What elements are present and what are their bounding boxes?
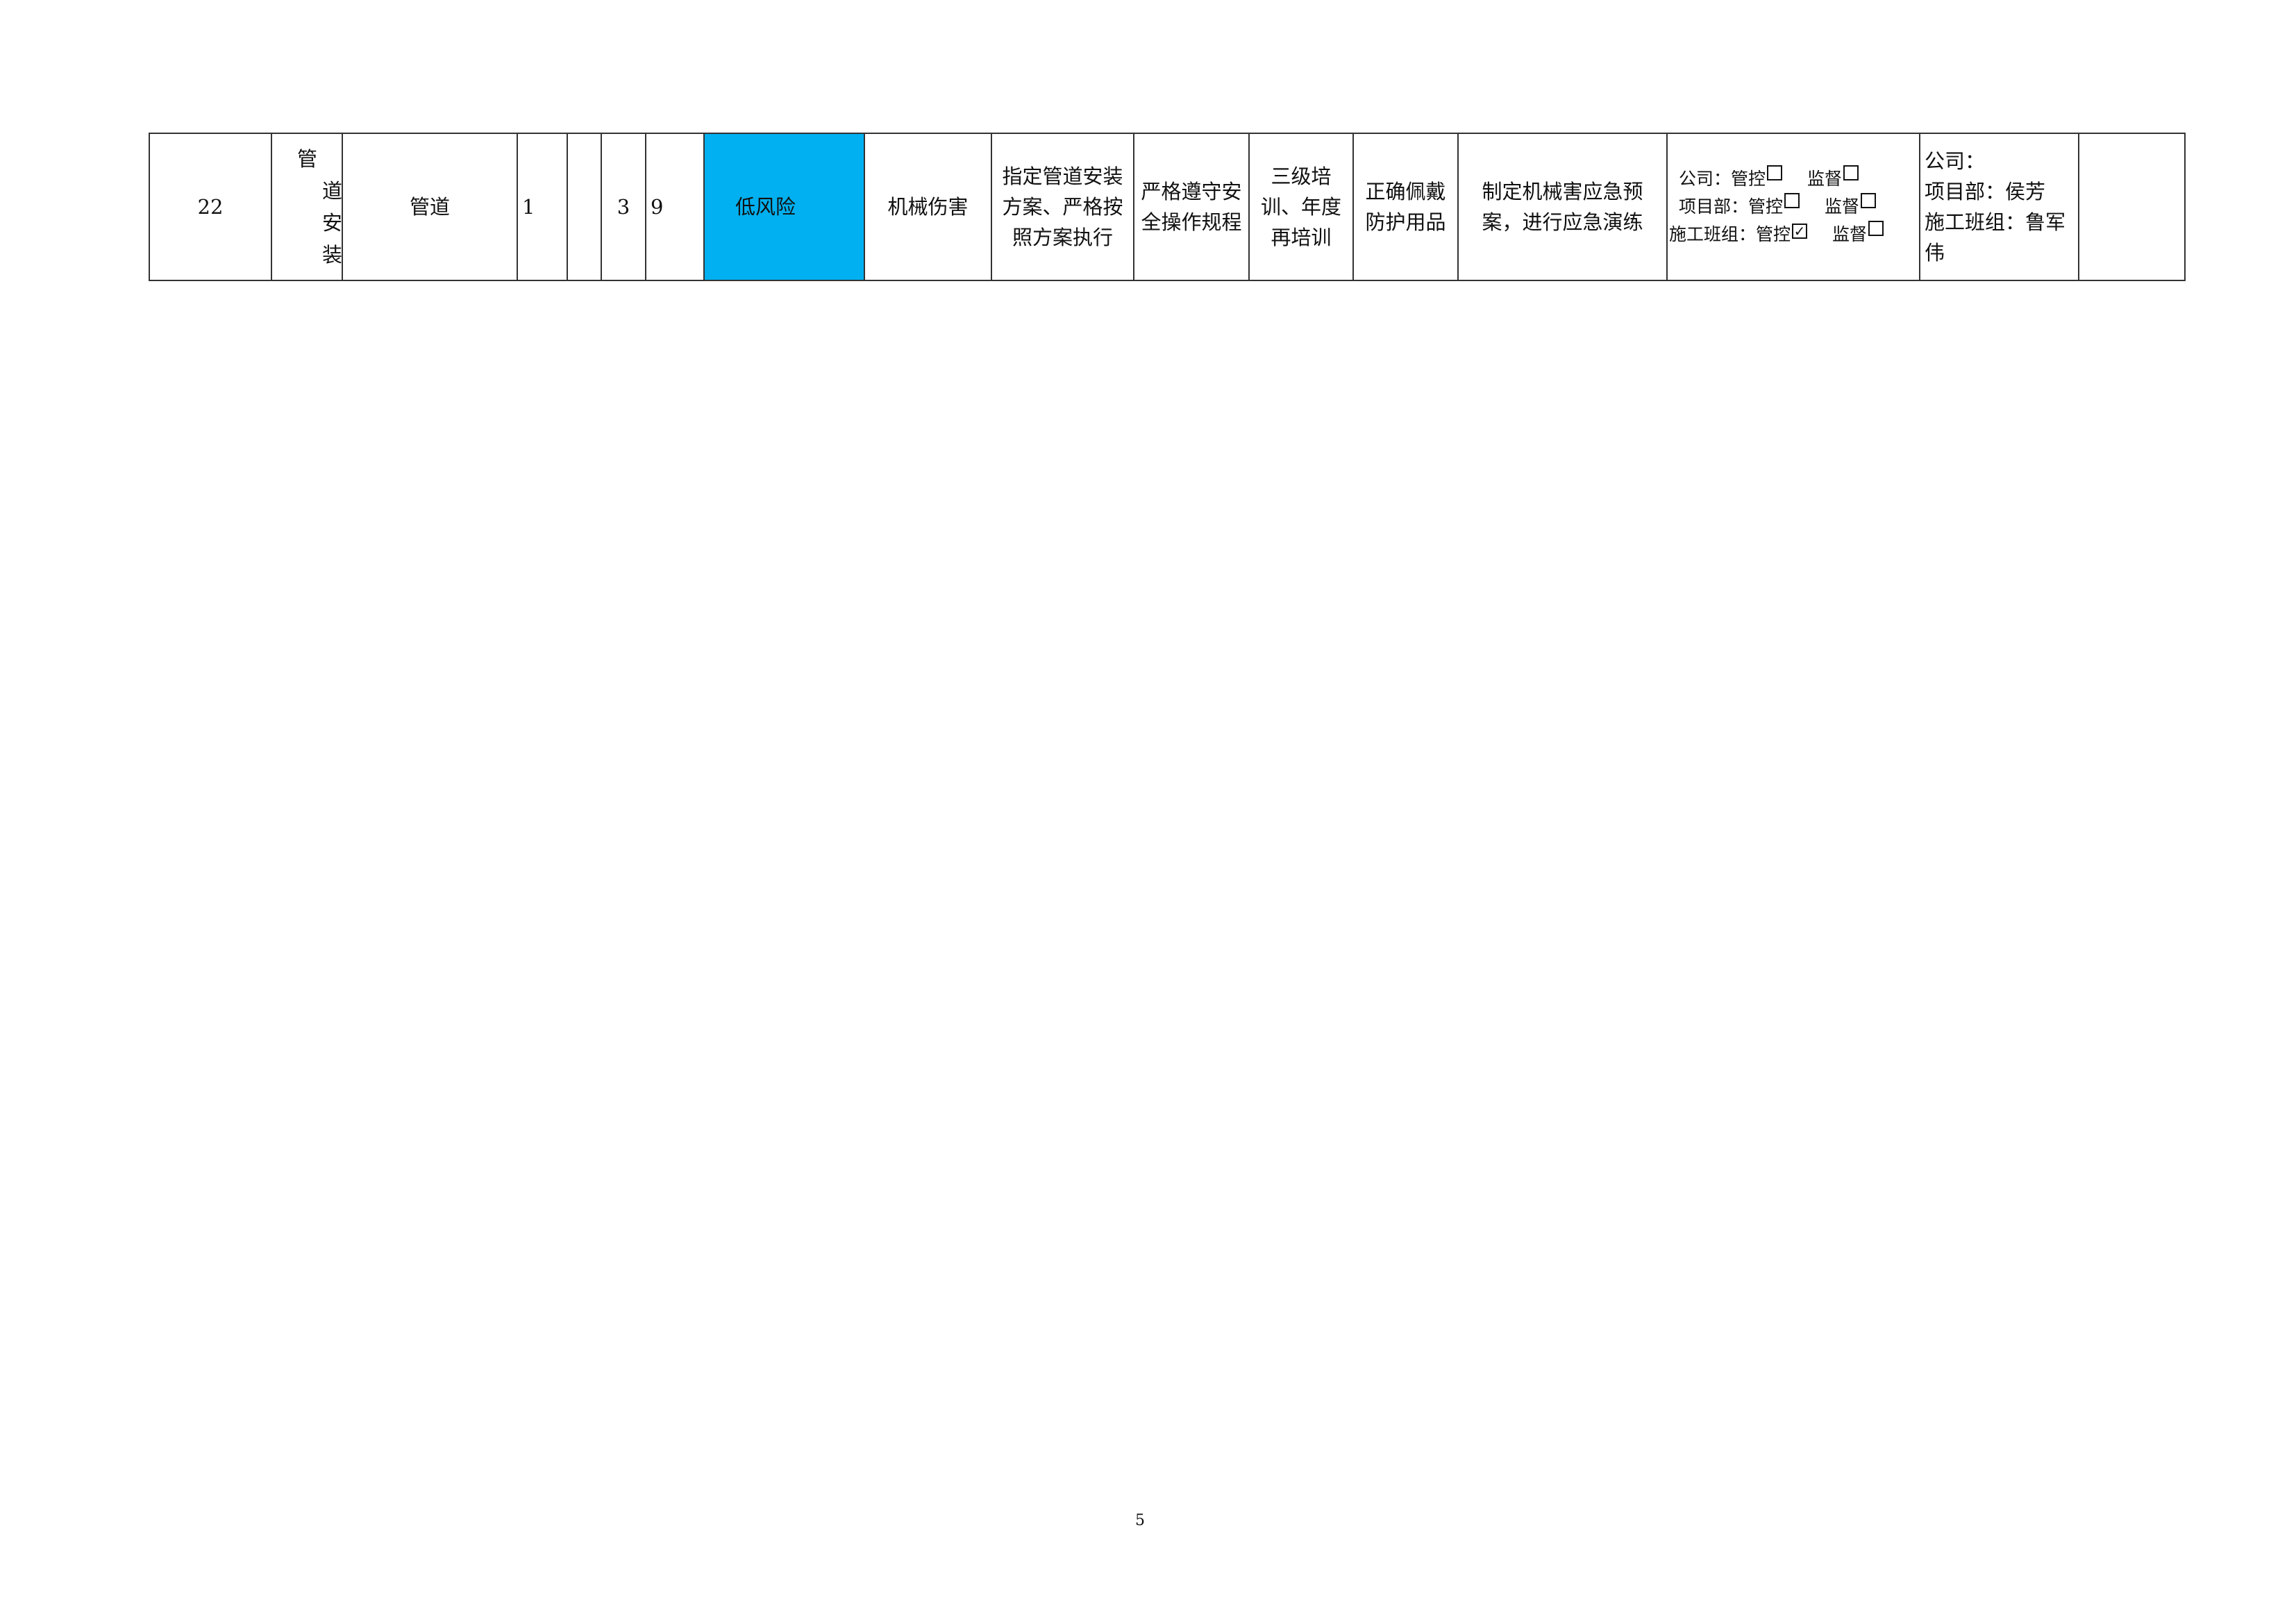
table-row: 22 管 道 安 装 管道 1 3 9 低风险 机械伤害 指定管道安装方案、严格… <box>149 133 2186 281</box>
risk-table: 22 管 道 安 装 管道 1 3 9 低风险 机械伤害 指定管道安装方案、严格… <box>149 133 2186 281</box>
training-measure: 三级培训、年度再培训 <box>1248 133 1354 281</box>
l-value: 1 <box>517 133 568 281</box>
work-item: 管 道 安 装 <box>271 133 343 281</box>
object: 管道 <box>342 133 518 281</box>
checkbox-team-control-checked[interactable]: ✓ <box>1792 224 1808 239</box>
control-level-project: 项目部：管控 监督 <box>1669 193 1915 221</box>
emergency-measure: 制定机械害应急预案，进行应急演练 <box>1457 133 1668 281</box>
page-number: 5 <box>1135 1512 1145 1529</box>
checkbox-project-control[interactable] <box>1784 193 1800 208</box>
risk-level: 低风险 <box>703 133 865 281</box>
control-level-team: 施工班组：管控 ✓ 监督 <box>1669 221 1915 249</box>
c-value: 3 <box>601 133 646 281</box>
e-value <box>567 133 602 281</box>
management-measure: 严格遵守安全操作规程 <box>1133 133 1250 281</box>
checkbox-team-supervise[interactable] <box>1868 221 1884 236</box>
checkbox-company-supervise[interactable] <box>1843 165 1859 180</box>
checkbox-project-supervise[interactable] <box>1861 193 1877 208</box>
responsible-persons: 公司： 项目部：侯芳 施工班组：鲁军伟 <box>1919 133 2079 281</box>
control-level-company: 公司：管控 监督 <box>1669 165 1915 193</box>
remark <box>2078 133 2186 281</box>
hazard: 机械伤害 <box>864 133 992 281</box>
ppe-measure: 正确佩戴防护用品 <box>1352 133 1459 281</box>
checkbox-company-control[interactable] <box>1767 165 1783 180</box>
row-index: 22 <box>149 133 272 281</box>
d-value: 9 <box>645 133 705 281</box>
engineering-measure: 指定管道安装方案、严格按照方案执行 <box>991 133 1134 281</box>
control-levels: 公司：管控 监督 项目部：管控 监督 施工班组：管控 ✓ 监督 <box>1666 133 1920 281</box>
